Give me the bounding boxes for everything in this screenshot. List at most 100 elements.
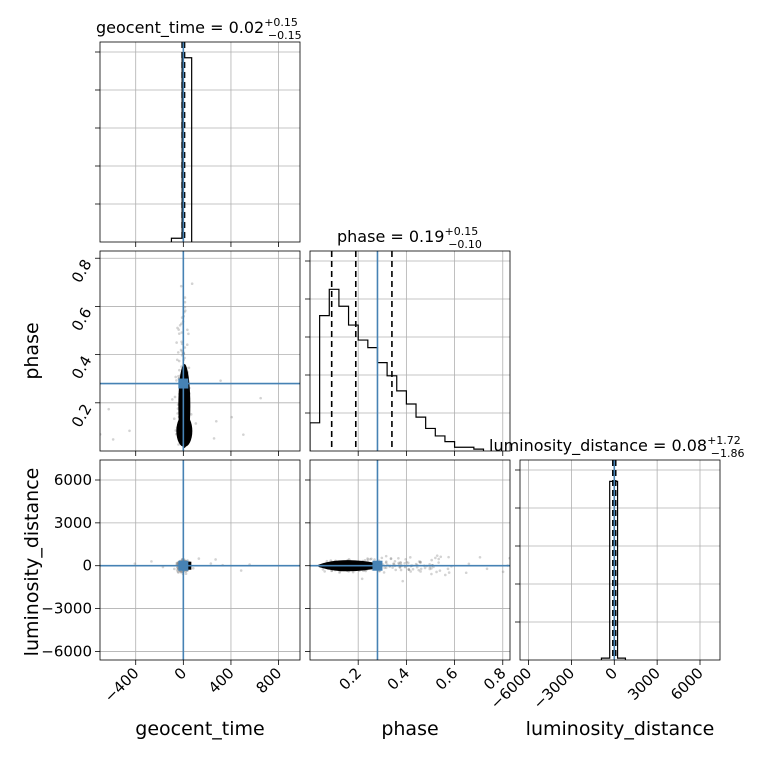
scatter-point [389,557,393,560]
scatter-point [382,571,386,574]
scatter-point [180,570,183,574]
scatter-point [435,570,438,574]
scatter-point [409,570,412,573]
scatter-point [107,407,111,411]
scatter-point [187,332,190,336]
scatter-point [393,559,397,563]
scatter-point [174,375,178,379]
scatter-point [407,568,411,572]
panel-frame [99,250,301,452]
scatter-point [392,562,395,566]
panel-phase-luminosity_distance: 0.2 0.4 0.6 0.8 [305,459,517,694]
grid [100,460,300,660]
scatter-point [437,557,441,561]
scatter-point [177,328,180,331]
scatter-point [180,340,183,344]
scatter-point [384,560,388,563]
scatter-point [439,555,443,559]
scatter-point [508,556,510,560]
scatter-point [177,359,181,363]
x-tick-label: 800 [252,664,285,697]
scatter-point [419,560,422,564]
scatter-point [219,379,222,383]
x-tick-label: 0 [171,664,190,683]
grid [310,251,510,451]
scatter-point [179,570,183,574]
scatter-point [514,554,517,557]
scatter-point [191,566,195,570]
scatter-point [373,558,376,561]
scatter-point [397,562,401,566]
scatter-point [417,568,421,572]
scatter-point [369,557,372,561]
scatter-point [435,554,439,557]
scatter-point [364,569,368,573]
scatter-point [209,562,213,565]
scatter-point [338,571,341,574]
scatter-point [394,568,398,572]
title-geocent-time: geocent_time = 0.02+0.15 −0.15 [96,16,302,42]
scatter-point [408,556,412,559]
scatter-point [423,566,427,570]
scatter-point [389,557,393,561]
scatter-point [399,561,403,565]
grid [520,460,720,660]
scatter-point [175,341,178,344]
scatter-point [351,570,355,574]
scatter-point [363,559,367,562]
scatter-point [430,572,433,576]
scatter-point [383,566,386,570]
scatter-point [370,557,373,561]
scatter-point [176,570,180,574]
scatter-point [183,309,187,312]
xlabel-geocent-time: geocent_time [135,718,264,740]
scatter-point [179,348,183,352]
y-tick-label: 0 [82,557,92,575]
scatter-point [401,579,405,583]
scatter-point [183,300,187,304]
scatter-point [415,565,419,569]
scatter-point [183,346,187,349]
scatter-point [403,562,406,565]
x-tick-label: −400 [101,664,143,706]
scatter-point [214,419,218,423]
x-tick-label: 0.6 [432,664,462,694]
scatter-point [417,560,421,563]
scatter-point [380,556,384,560]
x-tick-label: 6000 [667,664,707,704]
scatter-point [178,368,181,372]
scatter-point [392,562,396,566]
scatter-point [330,569,333,573]
scatter-point [180,322,183,325]
y-tick-label: 0.4 [68,353,96,383]
panel-geocent_time-phase: 0.2 0.4 0.6 0.8 [68,250,301,456]
scatter-point [323,570,326,573]
scatter-point [214,558,217,561]
scatter-point [171,398,174,401]
scatter-point [189,413,193,416]
grid [100,42,300,242]
scatter-point [175,358,179,362]
scatter-point [175,562,179,565]
scatter-point [177,332,181,335]
scatter-point [325,559,329,563]
scatter-point [384,566,388,570]
scatter-point [184,572,188,576]
scatter-point [133,562,137,565]
scatter-point [175,379,178,382]
y-tick-label: 3000 [54,514,92,532]
scatter-point [443,573,447,577]
truth-marker [178,378,189,389]
grid [100,251,300,451]
x-tick-label: 400 [205,664,238,697]
y-tick-label: −3000 [41,600,92,618]
scatter-point [428,562,431,566]
truth-marker [178,560,189,571]
scatter-point [366,557,369,560]
scatter-point [501,570,505,574]
scatter-point [419,567,423,571]
y-tick-label: 0.6 [68,304,96,334]
xlabel-phase: phase [381,718,438,740]
x-tick-label: 0.4 [384,664,414,694]
scatter-point [414,562,418,566]
